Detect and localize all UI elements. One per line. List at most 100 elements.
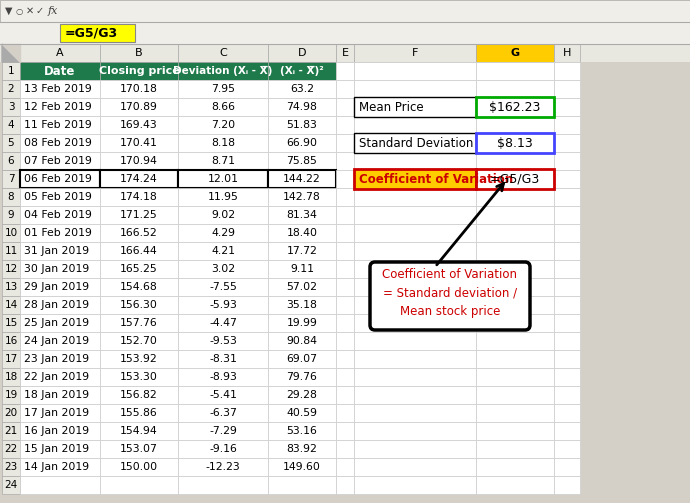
Bar: [178, 152, 268, 170]
Bar: [100, 422, 178, 440]
Bar: [178, 242, 268, 260]
Bar: [268, 332, 336, 350]
Text: $162.23: $162.23: [489, 101, 541, 114]
Bar: [354, 97, 476, 117]
Bar: [20, 422, 100, 440]
Text: 4.21: 4.21: [211, 246, 235, 256]
Bar: [554, 296, 580, 314]
Text: Coefficient of Variation
= Standard deviation /
Mean stock price: Coefficient of Variation = Standard devi…: [382, 268, 518, 318]
Text: -9.53: -9.53: [209, 336, 237, 346]
Bar: [178, 458, 268, 476]
Bar: [178, 368, 268, 386]
Bar: [554, 260, 580, 278]
Text: -5.41: -5.41: [209, 390, 237, 400]
Bar: [2, 80, 20, 98]
Bar: [354, 224, 476, 242]
Bar: [268, 278, 336, 296]
Text: -8.93: -8.93: [209, 372, 237, 382]
Bar: [20, 278, 100, 296]
Bar: [354, 206, 476, 224]
Bar: [100, 440, 178, 458]
Bar: [0, 22, 690, 44]
Bar: [100, 278, 178, 296]
Text: 156.82: 156.82: [120, 390, 158, 400]
Bar: [476, 44, 554, 62]
Bar: [554, 368, 580, 386]
Bar: [336, 188, 354, 206]
Text: 6: 6: [8, 156, 14, 166]
Bar: [2, 98, 20, 116]
Bar: [554, 224, 580, 242]
Text: Standard Deviation: Standard Deviation: [359, 136, 473, 149]
Bar: [2, 476, 20, 494]
Bar: [268, 386, 336, 404]
Bar: [476, 170, 554, 188]
Bar: [2, 260, 20, 278]
Text: 35.18: 35.18: [286, 300, 317, 310]
Bar: [476, 422, 554, 440]
Bar: [20, 476, 100, 494]
Text: 19.99: 19.99: [286, 318, 317, 328]
Bar: [268, 404, 336, 422]
Bar: [554, 98, 580, 116]
Bar: [476, 169, 554, 189]
Text: 01 Feb 2019: 01 Feb 2019: [24, 228, 92, 238]
Text: 9.02: 9.02: [211, 210, 235, 220]
Bar: [20, 80, 100, 98]
Polygon shape: [2, 44, 20, 62]
Bar: [336, 80, 354, 98]
Text: Date: Date: [44, 64, 76, 77]
Text: 12.01: 12.01: [208, 174, 239, 184]
Bar: [336, 152, 354, 170]
Text: 23: 23: [4, 462, 18, 472]
Bar: [268, 422, 336, 440]
Bar: [354, 133, 476, 153]
Text: -9.16: -9.16: [209, 444, 237, 454]
Text: 21: 21: [4, 426, 18, 436]
Bar: [354, 188, 476, 206]
Bar: [336, 134, 354, 152]
Bar: [336, 260, 354, 278]
Bar: [554, 170, 580, 188]
Bar: [554, 44, 580, 62]
Text: 24 Jan 2019: 24 Jan 2019: [24, 336, 89, 346]
Bar: [178, 404, 268, 422]
Text: Coefficient of Variation: Coefficient of Variation: [359, 173, 513, 186]
Text: 9.11: 9.11: [290, 264, 314, 274]
Bar: [336, 44, 354, 62]
Text: 149.60: 149.60: [283, 462, 321, 472]
Bar: [354, 44, 476, 62]
Bar: [554, 134, 580, 152]
Bar: [2, 188, 20, 206]
Bar: [476, 368, 554, 386]
Text: C: C: [219, 48, 227, 58]
Text: 170.18: 170.18: [120, 84, 158, 94]
Text: ○: ○: [16, 7, 23, 16]
Text: 69.07: 69.07: [286, 354, 317, 364]
Text: 74.98: 74.98: [286, 102, 317, 112]
Bar: [476, 134, 554, 152]
Bar: [20, 440, 100, 458]
Text: 18.40: 18.40: [286, 228, 317, 238]
Text: 154.94: 154.94: [120, 426, 158, 436]
Bar: [354, 404, 476, 422]
Bar: [20, 314, 100, 332]
Bar: [476, 98, 554, 116]
Bar: [100, 260, 178, 278]
Bar: [554, 152, 580, 170]
Text: -7.29: -7.29: [209, 426, 237, 436]
Text: 170.89: 170.89: [120, 102, 158, 112]
Bar: [100, 62, 178, 80]
Bar: [100, 224, 178, 242]
Bar: [354, 170, 476, 188]
Text: 10: 10: [4, 228, 17, 238]
Bar: [2, 62, 20, 80]
Bar: [336, 350, 354, 368]
Bar: [554, 80, 580, 98]
Bar: [20, 368, 100, 386]
Bar: [2, 458, 20, 476]
Text: -8.31: -8.31: [209, 354, 237, 364]
Bar: [2, 296, 20, 314]
Text: 11: 11: [4, 246, 18, 256]
Text: 153.92: 153.92: [120, 354, 158, 364]
